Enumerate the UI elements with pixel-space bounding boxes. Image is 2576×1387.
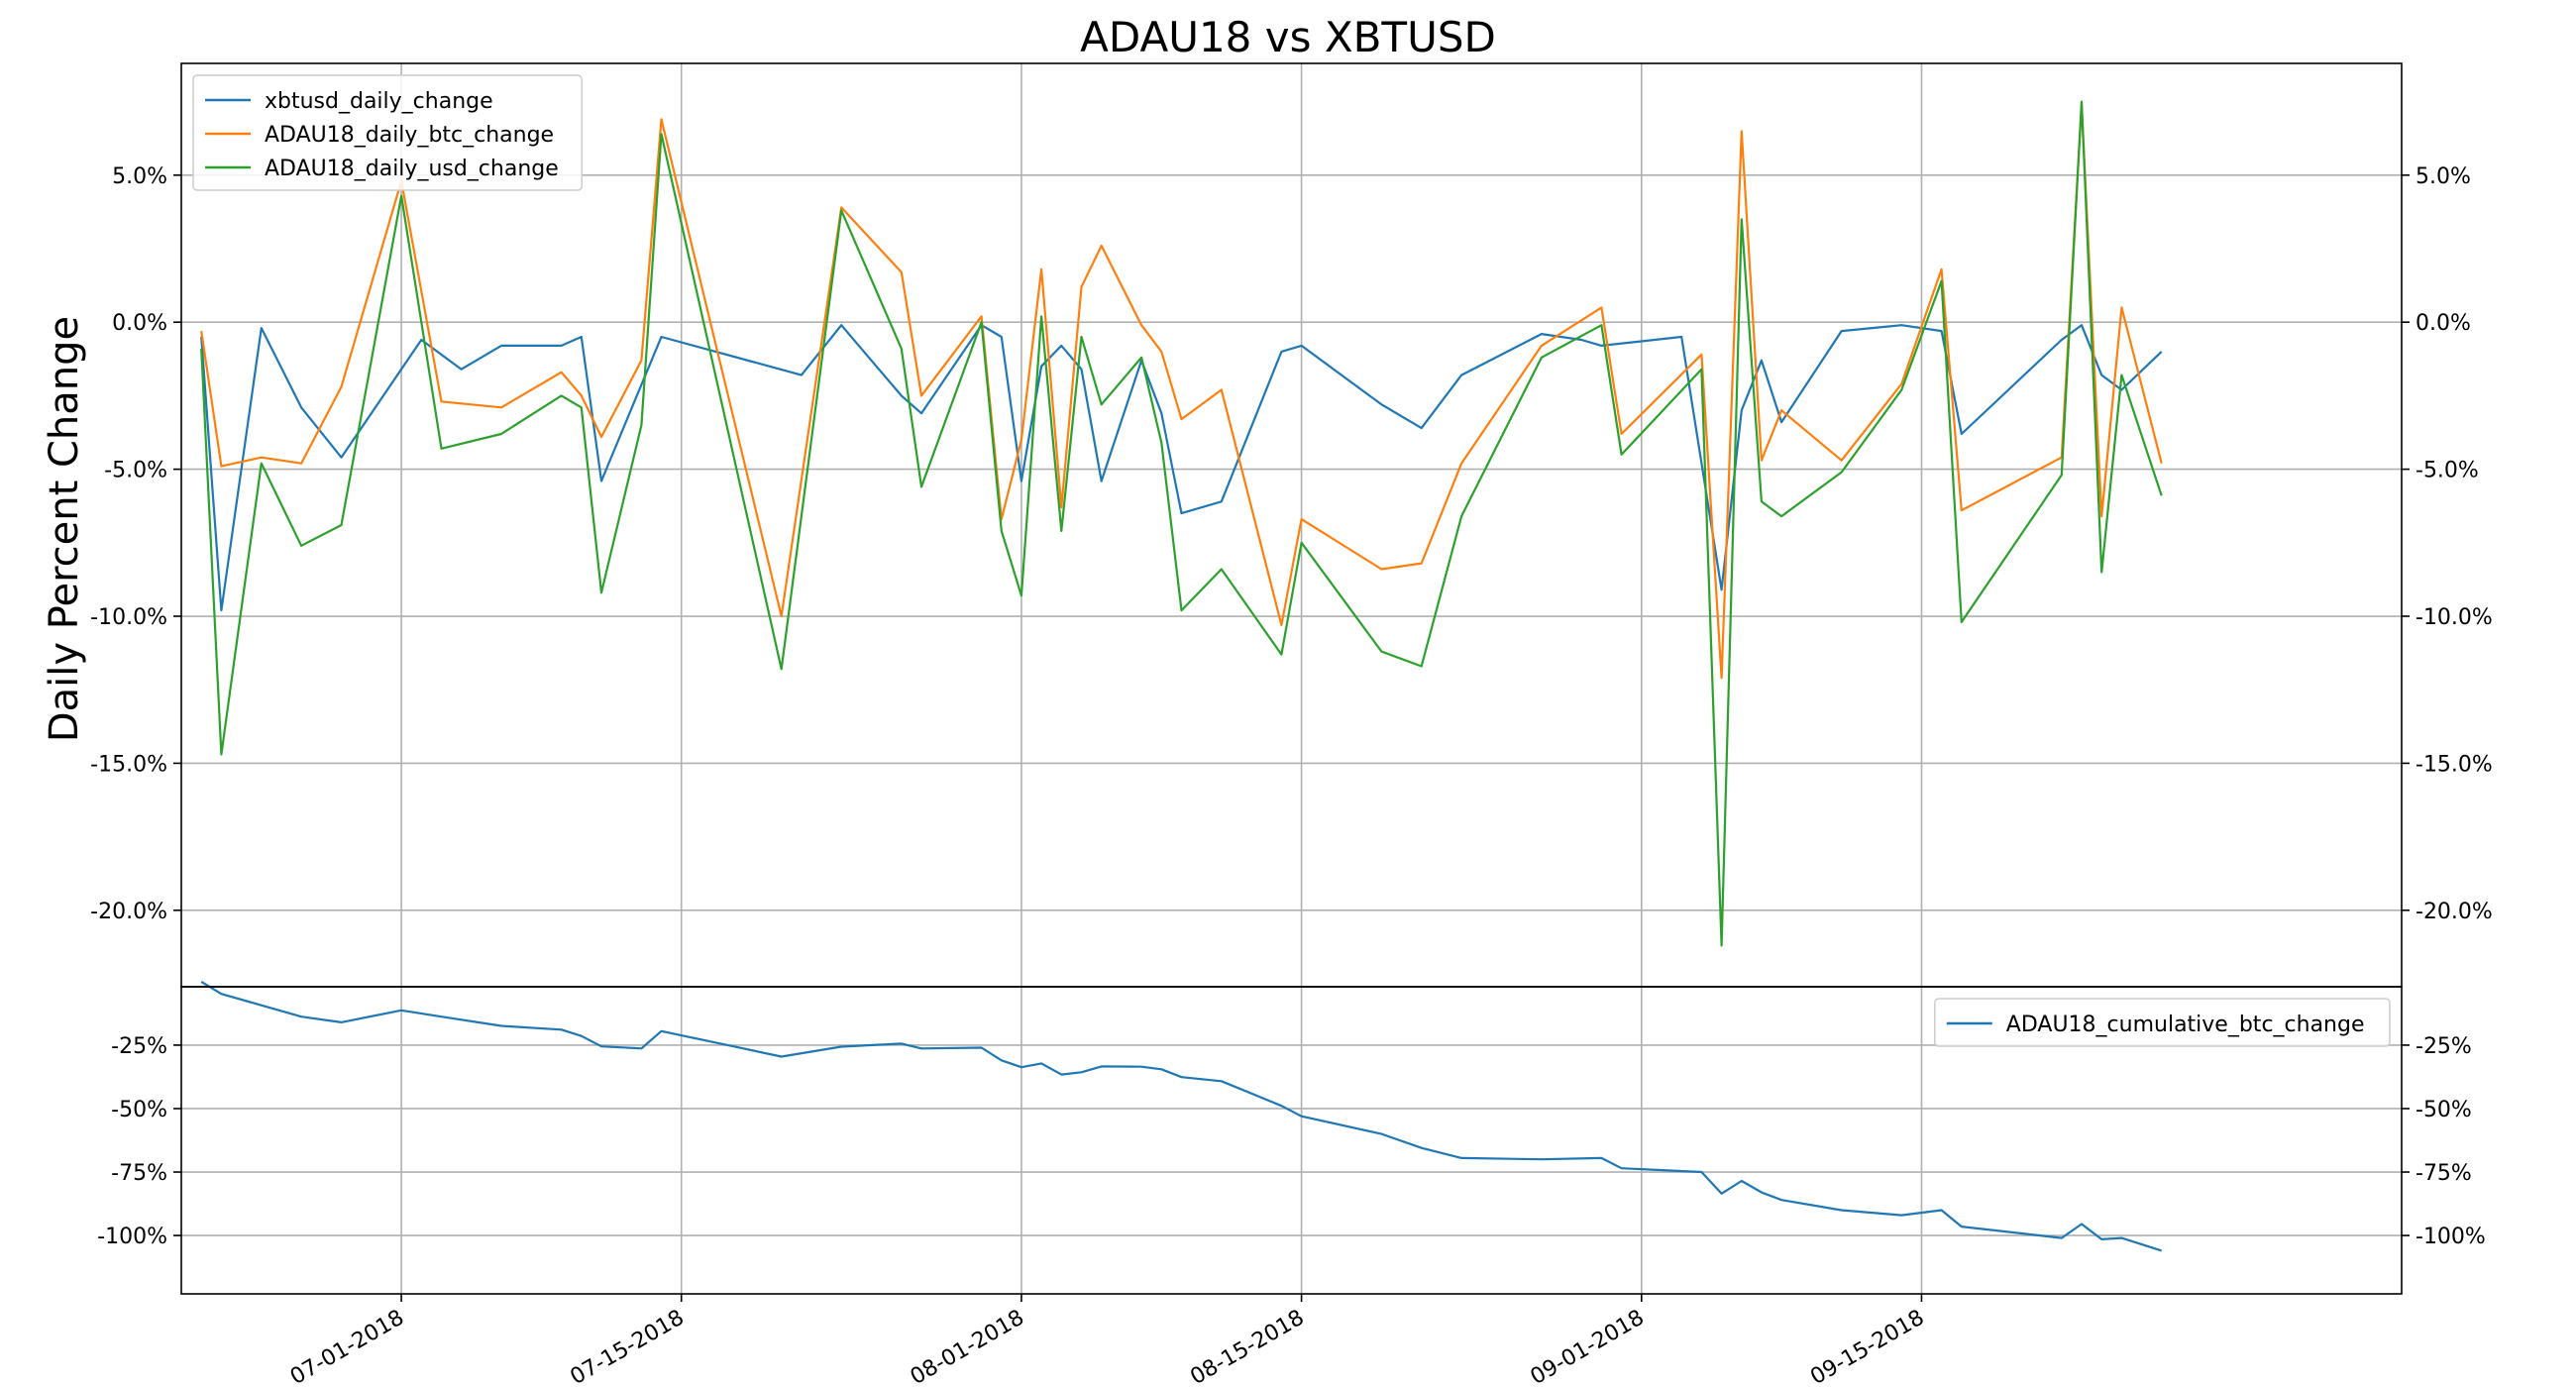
x-tick-label: 08-01-2018: [907, 1306, 1028, 1387]
y-tick-label-left: 5.0%: [112, 164, 167, 189]
bottom-legend: ADAU18_cumulative_btc_change: [1934, 998, 2391, 1047]
y-tick-label-right: -75%: [2415, 1161, 2472, 1186]
top-panel-grid: [181, 63, 2402, 987]
y-tick-label-right: -10.0%: [2415, 605, 2493, 630]
legend-box: [192, 74, 583, 191]
y-tick-label-left: -50%: [111, 1098, 167, 1122]
y-tick-label-left: -5.0%: [104, 459, 167, 483]
y-tick-label-right: 5.0%: [2415, 164, 2471, 189]
bottom-panel-frame: [180, 986, 2403, 1295]
series-line-ADAU18-daily-usd-change: [200, 100, 2163, 947]
y-tick-label-left: -10.0%: [90, 605, 167, 630]
series-line-ADAU18-daily-btc-change: [200, 103, 2163, 680]
y-tick-label-left: -15.0%: [90, 752, 167, 777]
y-tick-label-right: -50%: [2415, 1098, 2472, 1122]
y-tick-label-right: -25%: [2415, 1034, 2472, 1059]
x-tick-label: 09-01-2018: [1527, 1306, 1649, 1387]
legend-label-ADAU18-cumulative-btc-change: ADAU18_cumulative_btc_change: [2006, 1013, 2365, 1037]
y-tick-label-right: -20.0%: [2415, 900, 2493, 924]
legend-box: [1934, 998, 2391, 1047]
bottom-panel-y-ticks: -25% -25% -50% -50% -75% -75% -100% -100%: [97, 1034, 2486, 1249]
x-tick-label: 08-15-2018: [1186, 1306, 1308, 1387]
legend-label-ADAU18-daily-btc-change: ADAU18_daily_btc_change: [265, 123, 554, 148]
x-tick-label: 07-15-2018: [567, 1306, 689, 1387]
top-panel-frame: [180, 62, 2403, 988]
chart-title: ADAU18 vs XBTUSD: [1080, 13, 1496, 61]
x-tick-label: 07-01-2018: [286, 1306, 408, 1387]
legend-label-ADAU18-daily-usd-change: ADAU18_daily_usd_change: [265, 157, 559, 181]
y-tick-label-left: -100%: [97, 1225, 167, 1249]
top-panel-series: [200, 100, 2163, 947]
y-tick-label-left: 0.0%: [112, 311, 167, 336]
top-legend: xbtusd_daily_change ADAU18_daily_btc_chan…: [192, 74, 583, 191]
y-tick-label-right: -100%: [2415, 1225, 2486, 1249]
x-tick-label: 09-15-2018: [1806, 1306, 1928, 1387]
legend-label-xbtusd-daily-change: xbtusd_daily_change: [265, 89, 493, 114]
y-tick-label-right: -15.0%: [2415, 752, 2493, 777]
y-tick-label-left: -20.0%: [90, 900, 167, 924]
y-axis-label: Daily Percent Change: [42, 316, 87, 742]
y-tick-label-right: 0.0%: [2415, 311, 2471, 336]
x-axis-ticks: 07-01-2018 07-15-2018 08-01-2018 08-15-2018…: [286, 1294, 1928, 1387]
y-tick-label-left: -75%: [111, 1161, 167, 1186]
bottom-panel-series: [200, 980, 2163, 1252]
y-tick-label-left: -25%: [111, 1034, 167, 1059]
y-tick-label-right: -5.0%: [2415, 459, 2479, 483]
series-line-ADAU18-cumulative-btc-change: [200, 980, 2163, 1252]
top-panel-y-ticks: 5.0% 5.0% 0.0% 0.0% -5.0% -5.0% -10.0% -10.0% -1…: [90, 164, 2493, 924]
series-line-xbtusd-daily-change: [200, 324, 2163, 612]
